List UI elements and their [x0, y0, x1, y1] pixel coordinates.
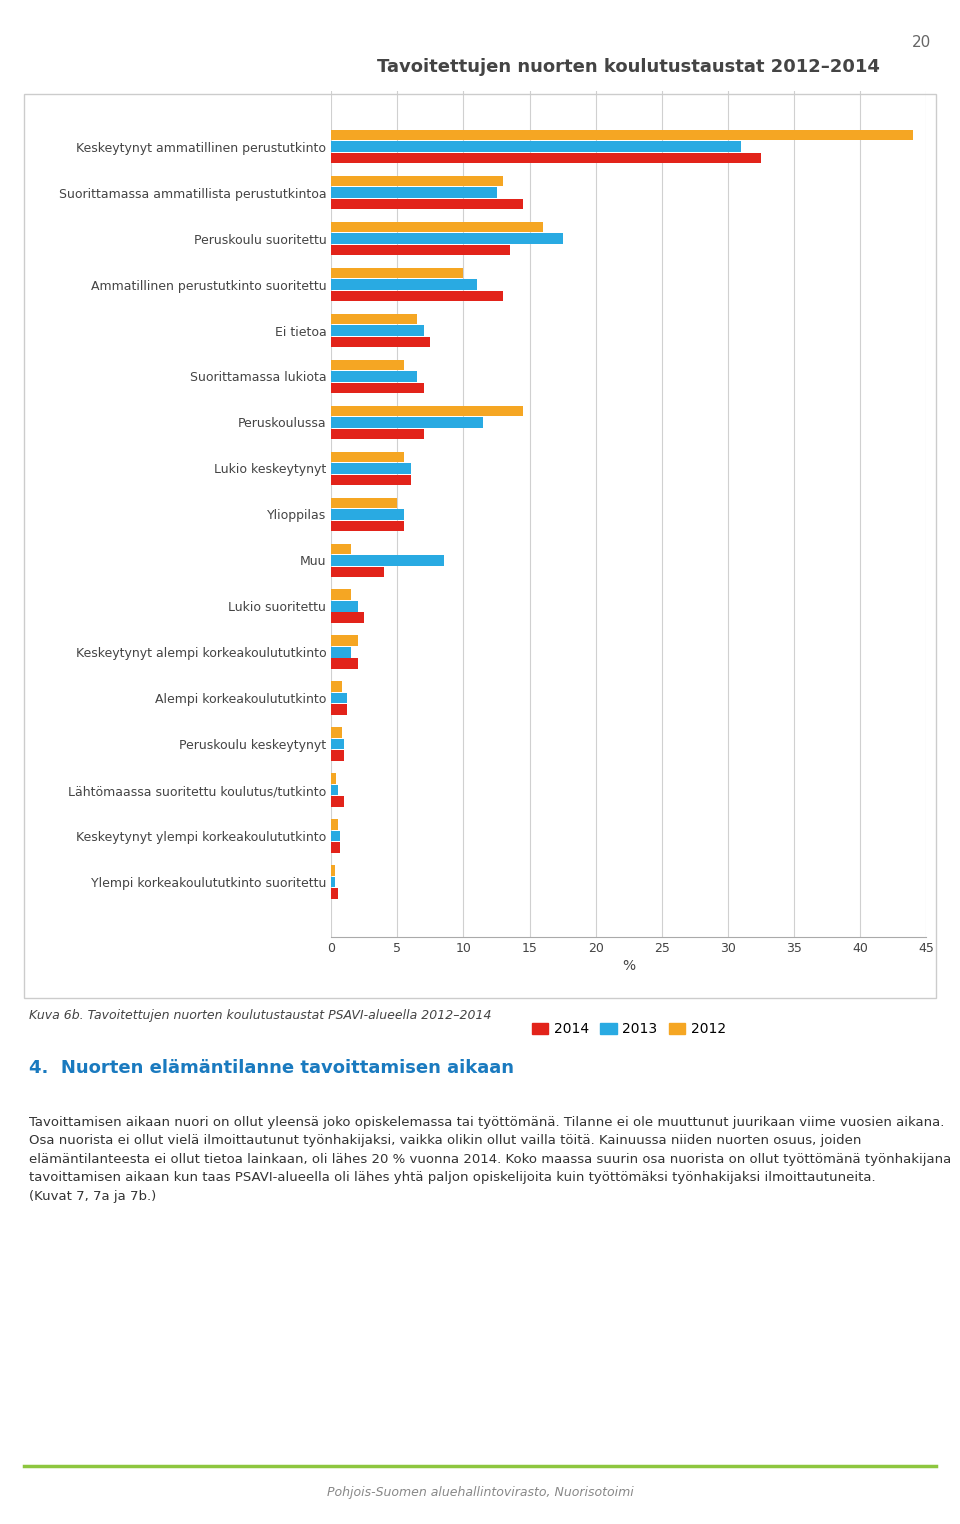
Bar [331, 727, 342, 738]
Bar [331, 544, 351, 555]
Bar [331, 175, 503, 186]
Bar [331, 590, 351, 600]
Bar [331, 820, 338, 831]
Bar [331, 279, 477, 290]
Bar [331, 337, 430, 347]
Bar [331, 428, 423, 439]
Text: 4.  Nuorten elämäntilanne tavoittamisen aikaan: 4. Nuorten elämäntilanne tavoittamisen a… [29, 1059, 514, 1077]
Bar [331, 463, 411, 474]
Bar [331, 405, 523, 416]
Bar [331, 648, 351, 657]
Bar [331, 223, 542, 232]
Bar [331, 636, 358, 646]
Bar [331, 567, 384, 578]
Bar [331, 383, 423, 393]
Bar [331, 474, 411, 485]
Bar [331, 866, 335, 876]
Bar [331, 233, 563, 244]
Bar [331, 521, 404, 532]
Bar [331, 658, 358, 669]
Bar [331, 325, 423, 335]
Bar [331, 843, 341, 853]
Bar [331, 750, 345, 760]
Bar [331, 704, 348, 715]
Bar [331, 372, 418, 381]
Title: Tavoitettujen nuorten koulutustaustat 2012–2014: Tavoitettujen nuorten koulutustaustat 20… [377, 58, 880, 76]
Bar [331, 681, 342, 692]
X-axis label: %: % [622, 959, 636, 974]
Bar [331, 509, 404, 520]
Text: Tavoittamisen aikaan nuori on ollut yleensä joko opiskelemassa tai työttömänä. T: Tavoittamisen aikaan nuori on ollut ylee… [29, 1116, 951, 1202]
Bar [331, 198, 523, 209]
Text: Kuva 6b. Tavoitettujen nuorten koulutustaustat PSAVI-alueella 2012–2014: Kuva 6b. Tavoitettujen nuorten koulutust… [29, 1009, 492, 1023]
Bar [331, 888, 338, 899]
Bar [331, 360, 404, 370]
Legend: 2014, 2013, 2012: 2014, 2013, 2012 [527, 1018, 731, 1041]
Bar [331, 555, 444, 565]
Bar [331, 613, 364, 623]
Bar [331, 797, 345, 806]
Bar [331, 600, 358, 611]
Bar [331, 739, 345, 750]
Text: Pohjois-Suomen aluehallintovirasto, Nuorisotoimi: Pohjois-Suomen aluehallintovirasto, Nuor… [326, 1486, 634, 1500]
Bar [331, 785, 338, 796]
Bar [331, 130, 913, 140]
Bar [331, 831, 341, 841]
Text: 20: 20 [912, 35, 931, 50]
Bar [331, 187, 496, 198]
Bar [331, 418, 483, 428]
Bar [331, 152, 761, 163]
Bar [331, 451, 404, 462]
Bar [331, 142, 741, 152]
Bar [331, 314, 418, 325]
Bar [331, 497, 397, 507]
Bar [331, 876, 335, 887]
Bar [331, 773, 337, 783]
Bar [331, 291, 503, 302]
Bar [331, 693, 348, 704]
Bar [331, 268, 464, 279]
Bar [331, 245, 510, 256]
